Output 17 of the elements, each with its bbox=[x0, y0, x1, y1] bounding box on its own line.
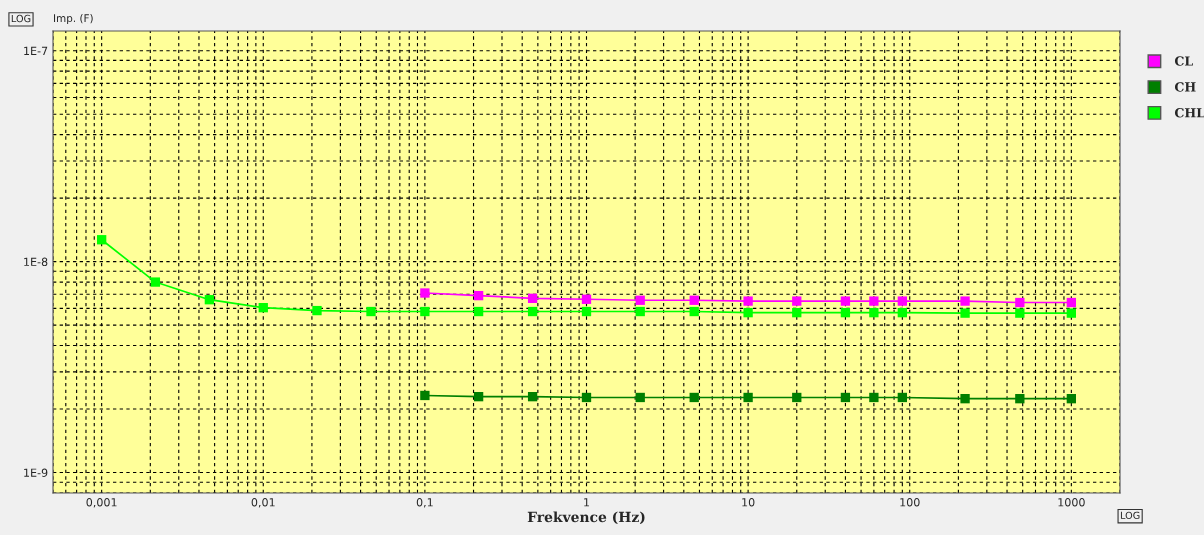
x-tick-label: 0,1 bbox=[416, 498, 433, 508]
x-tick-label: 100 bbox=[900, 498, 920, 507]
text: LOG bbox=[11, 14, 31, 23]
x-tick-label: 0,001 bbox=[86, 498, 117, 508]
x-tick-label: 1 bbox=[584, 498, 590, 507]
text: LOG bbox=[1120, 511, 1140, 520]
x-tick-label: 0,01 bbox=[251, 498, 275, 508]
y-tick-label: 1E-7 bbox=[24, 46, 48, 55]
x-tick-label: 1000 bbox=[1058, 498, 1085, 507]
x-tick-label: 10 bbox=[742, 498, 755, 507]
y-tick-label: 1E-8 bbox=[24, 257, 48, 267]
legend-label: CHL bbox=[1174, 108, 1204, 118]
y-axis-title: Imp. (F) bbox=[54, 14, 93, 25]
legend-label: CH bbox=[1174, 82, 1196, 92]
x-axis-title: Frekvence (Hz) bbox=[527, 511, 645, 525]
legend-label: CL bbox=[1174, 56, 1193, 66]
y-tick-label: 1E-9 bbox=[24, 468, 48, 477]
